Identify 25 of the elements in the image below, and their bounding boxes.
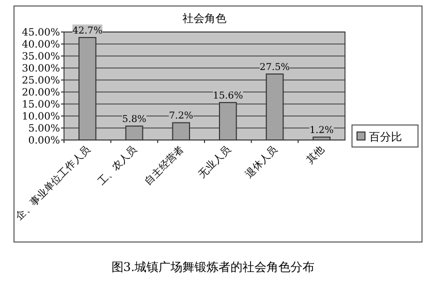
x-tick-label: 企、事业单位工作人员 — [13, 144, 93, 223]
data-label: 27.5% — [260, 62, 290, 73]
y-tick-label: 10.00% — [22, 112, 60, 122]
y-tick-label: 30.00% — [22, 64, 60, 74]
y-tick-label: 40.00% — [22, 40, 60, 50]
chart-title: 社会角色 — [182, 12, 226, 25]
x-tick-label: 自主经营者 — [142, 144, 186, 188]
legend-label: 百分比 — [369, 130, 402, 144]
y-tick-label: 20.00% — [22, 88, 60, 98]
x-tick-label: 其他 — [304, 144, 327, 166]
y-tick-label: 45.00% — [22, 28, 60, 38]
y-tick-label: 0.00% — [28, 136, 60, 146]
y-tick-label: 5.00% — [28, 124, 60, 134]
data-label: 42.7% — [72, 26, 103, 37]
y-tick-label: 25.00% — [22, 76, 60, 86]
data-label: 15.6% — [212, 90, 244, 102]
x-tick-label: 无业人员 — [196, 144, 234, 180]
x-tick-label: 退休人员 — [243, 144, 280, 180]
y-tick-label: 35.00% — [22, 52, 60, 62]
x-tick-label: 工、农人员 — [96, 144, 140, 188]
caption: 图3.城镇广场舞锻炼者的社会角色分布 — [111, 260, 315, 274]
y-tick-label: 15.00% — [22, 100, 60, 110]
data-label: 1.2% — [310, 125, 334, 136]
data-label: 7.2% — [169, 110, 194, 122]
data-label: 5.8% — [122, 114, 146, 126]
